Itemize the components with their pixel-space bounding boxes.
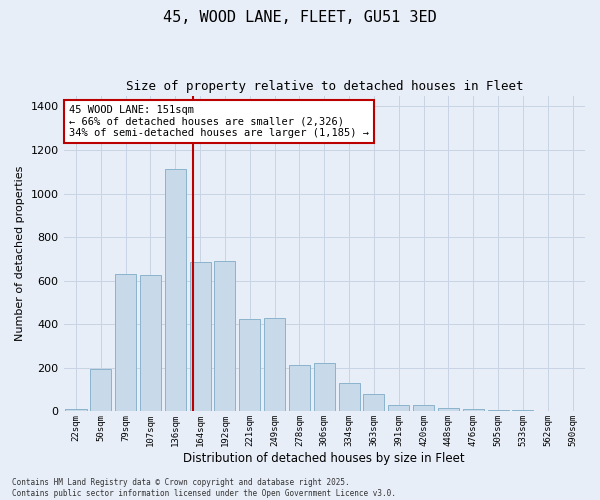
Bar: [413, 405, 434, 411]
Bar: [338, 383, 359, 412]
Bar: [165, 168, 186, 412]
Bar: [314, 364, 335, 412]
Bar: [364, 394, 385, 411]
Text: Contains HM Land Registry data © Crown copyright and database right 2025.
Contai: Contains HM Land Registry data © Crown c…: [12, 478, 396, 498]
Text: 45, WOOD LANE, FLEET, GU51 3ED: 45, WOOD LANE, FLEET, GU51 3ED: [163, 10, 437, 25]
Bar: [264, 318, 285, 412]
Y-axis label: Number of detached properties: Number of detached properties: [15, 166, 25, 341]
Bar: [388, 405, 409, 411]
Bar: [438, 408, 459, 412]
Bar: [512, 410, 533, 412]
Title: Size of property relative to detached houses in Fleet: Size of property relative to detached ho…: [125, 80, 523, 93]
Bar: [214, 261, 235, 412]
Bar: [463, 409, 484, 412]
Bar: [90, 369, 112, 412]
X-axis label: Distribution of detached houses by size in Fleet: Distribution of detached houses by size …: [184, 452, 465, 465]
Bar: [140, 276, 161, 411]
Bar: [65, 409, 86, 412]
Bar: [239, 319, 260, 412]
Bar: [537, 411, 559, 412]
Bar: [190, 262, 211, 412]
Bar: [115, 274, 136, 411]
Bar: [289, 364, 310, 412]
Bar: [488, 410, 509, 412]
Text: 45 WOOD LANE: 151sqm
← 66% of detached houses are smaller (2,326)
34% of semi-de: 45 WOOD LANE: 151sqm ← 66% of detached h…: [69, 105, 369, 138]
